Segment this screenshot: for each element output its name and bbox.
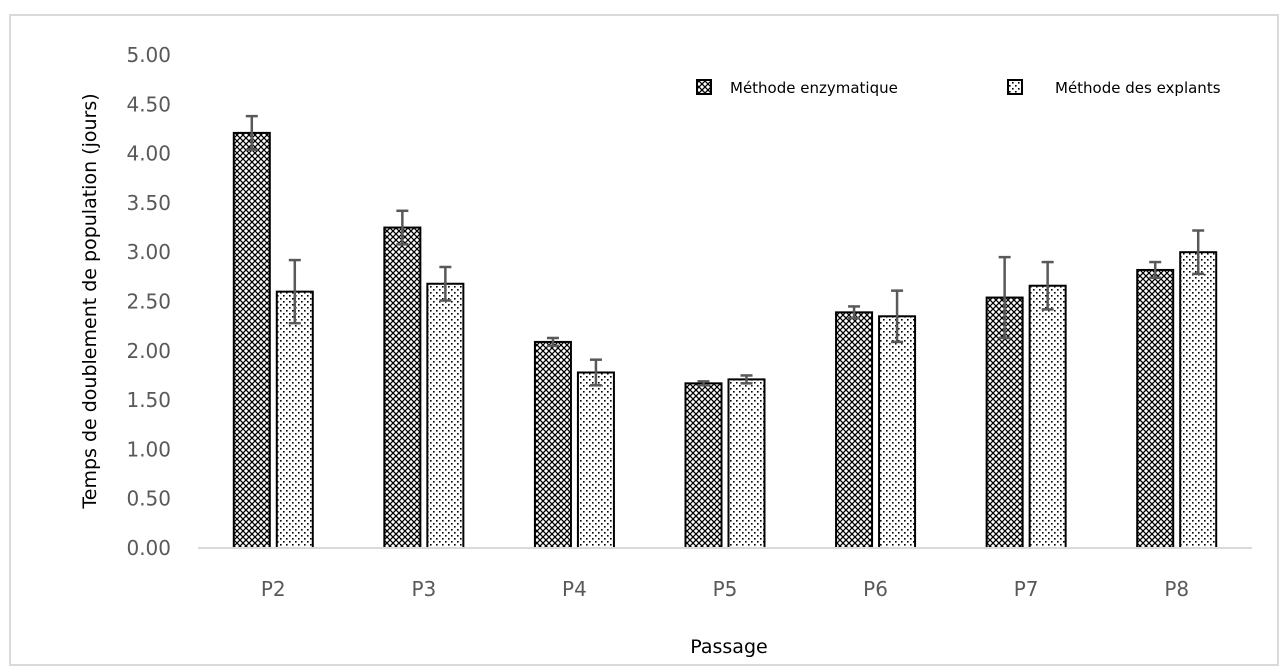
y-axis-label: Temps de doublement de population (jours… [79, 93, 101, 509]
bar-enzymatique-p6 [835, 311, 874, 550]
y-axis-ticks: 0.00 0.50 1.00 1.50 2.00 2.50 3.00 3.50 4.00 4.50… [126, 43, 171, 560]
y-tick-label: 1.50 [126, 388, 171, 412]
error-bar [245, 114, 258, 151]
bar-enzymatique-p4 [533, 340, 572, 549]
legend-swatch [696, 79, 712, 95]
error-bar [546, 336, 559, 348]
bar-explants-p5 [727, 378, 766, 550]
y-tick-label: 4.00 [126, 142, 171, 166]
y-tick-label: 5.00 [126, 43, 171, 67]
legend-label: Méthode enzymatique [730, 79, 898, 97]
y-tick-label: 3.00 [126, 240, 171, 264]
legend-swatch [1007, 79, 1023, 95]
bar-explants-p8 [1179, 251, 1218, 549]
error-bar [1149, 260, 1162, 280]
error-bar [589, 358, 602, 387]
x-tick-label: P7 [1014, 577, 1039, 601]
x-axis-label: Passage [690, 636, 767, 658]
error-bar [1192, 229, 1205, 276]
legend-item-enzymatique: Méthode enzymatique [696, 79, 898, 97]
legend-label: Méthode des explants [1055, 79, 1221, 97]
legend-item-explants: Méthode des explants [1007, 79, 1221, 97]
error-bar [1041, 260, 1054, 311]
error-bar [891, 289, 904, 344]
bar-explants-p4 [576, 371, 615, 549]
legend: Méthode enzymatique Méthode des explants [696, 79, 1221, 97]
error-bar [740, 374, 753, 385]
x-tick-label: P6 [863, 577, 888, 601]
error-bar [848, 305, 861, 320]
x-tick-label: P8 [1164, 577, 1189, 601]
y-tick-label: 0.00 [126, 536, 171, 560]
y-tick-label: 0.50 [126, 487, 171, 511]
bar-explants-p2 [275, 290, 314, 549]
y-tick-label: 2.50 [126, 290, 171, 314]
error-bars [245, 114, 1205, 387]
bar-explants-p6 [878, 315, 917, 550]
error-bar [439, 265, 452, 302]
error-bar [697, 380, 710, 387]
bar-enzymatique-p2 [232, 131, 271, 549]
x-axis-ticks: P2 P3 P4 P5 P6 P7 P8 [261, 577, 1189, 601]
bar-enzymatique-p7 [985, 296, 1024, 549]
error-bar [396, 209, 409, 246]
y-tick-label: 2.00 [126, 339, 171, 363]
y-tick-label: 3.50 [126, 191, 171, 215]
y-tick-label: 4.50 [126, 92, 171, 116]
bar-enzymatique-p3 [383, 226, 422, 550]
bar-explants-p7 [1028, 284, 1067, 549]
bars [232, 131, 1218, 550]
x-tick-label: P4 [562, 577, 587, 601]
error-bar [998, 255, 1011, 340]
y-tick-label: 1.00 [126, 437, 171, 461]
chart-frame [9, 14, 1279, 666]
bar-explants-p3 [426, 282, 465, 549]
x-tick-label: P3 [411, 577, 436, 601]
bar-enzymatique-p8 [1136, 268, 1175, 549]
x-tick-label: P5 [713, 577, 738, 601]
x-tick-label: P2 [261, 577, 286, 601]
bar-enzymatique-p5 [684, 382, 723, 550]
error-bar [288, 258, 301, 325]
